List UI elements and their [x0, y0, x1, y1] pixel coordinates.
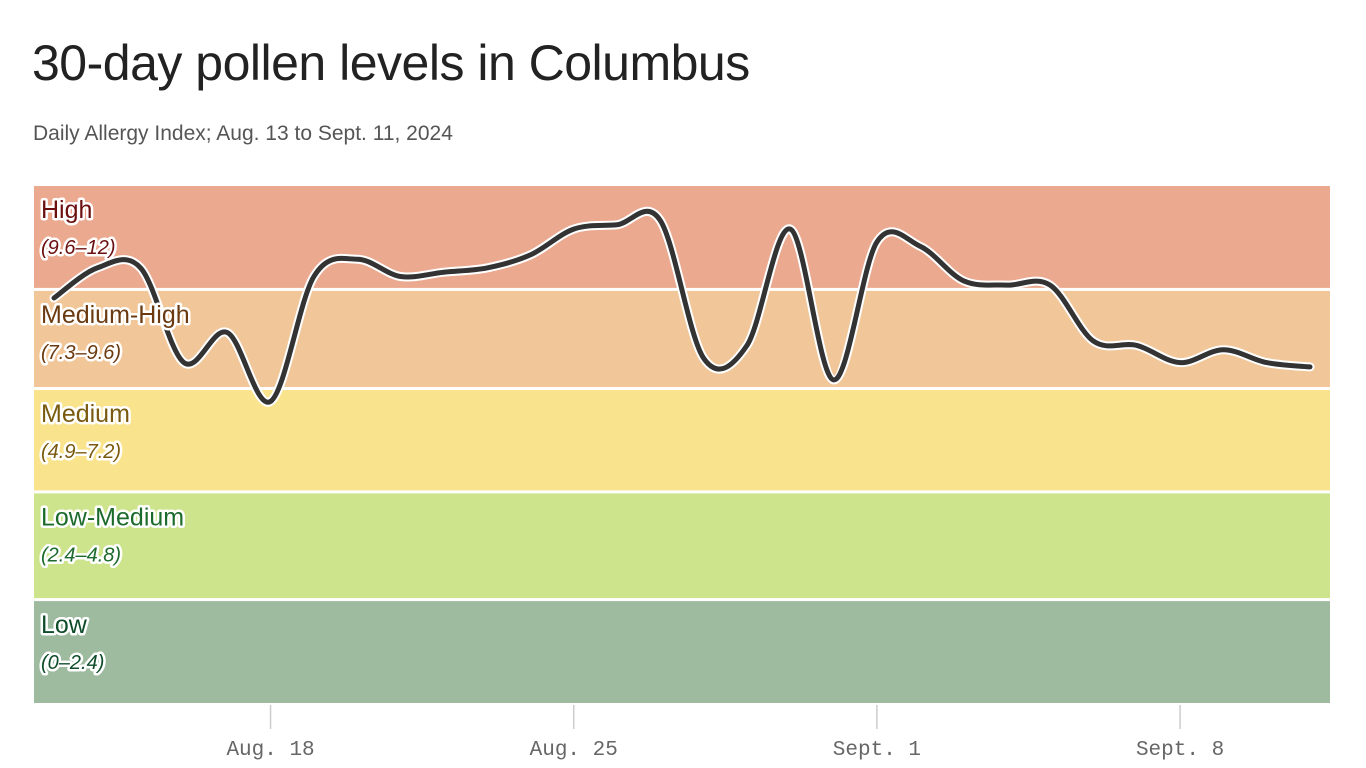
band-low	[34, 601, 1330, 703]
data-point	[1177, 360, 1183, 366]
data-point	[441, 269, 447, 275]
band-range-medium: (4.9–7.2)	[41, 441, 121, 463]
band-range-high: (9.6–12)	[41, 237, 116, 259]
pollen-series	[49, 206, 1315, 407]
data-point	[657, 217, 663, 223]
x-tick-label: Sept. 1	[833, 739, 921, 762]
data-point	[701, 355, 707, 361]
x-tick-label: Sept. 8	[1136, 739, 1224, 762]
data-point	[787, 226, 793, 232]
data-point	[961, 278, 967, 284]
series-line	[51, 208, 1313, 405]
band-range-medium-high: (7.3–9.6)	[41, 342, 121, 364]
data-point	[1090, 338, 1096, 344]
band-medium	[34, 389, 1330, 491]
data-point	[874, 239, 880, 245]
data-point	[224, 329, 230, 335]
data-point	[571, 226, 577, 232]
data-point	[484, 265, 490, 271]
data-point	[138, 265, 144, 271]
data-point	[354, 256, 360, 262]
band-label-low-medium: Low-Medium	[41, 503, 184, 531]
data-point	[1047, 282, 1053, 288]
band-label-high: High	[41, 196, 92, 224]
band-label-medium: Medium	[41, 400, 130, 428]
band-high	[34, 186, 1330, 288]
data-point	[1004, 282, 1010, 288]
data-point	[94, 265, 100, 271]
data-point	[1134, 342, 1140, 348]
data-point	[831, 377, 837, 383]
index-bands	[34, 186, 1330, 703]
data-point	[1264, 360, 1270, 366]
data-point	[397, 273, 403, 279]
x-tick-label: Aug. 25	[530, 739, 618, 762]
x-axis: Aug. 18 Aug. 25 Sept. 1 Sept. 8	[226, 705, 1224, 762]
data-point	[917, 243, 923, 249]
data-point	[1307, 364, 1313, 370]
band-range-low: (0–2.4)	[41, 652, 104, 674]
band-label-low: Low	[41, 611, 88, 639]
band-range-low-medium: (2.4–4.8)	[41, 544, 121, 566]
band-labels: High (9.6–12) Medium-High (7.3–9.6) Medium (4…	[39, 194, 193, 677]
chart-title: 30-day pollen levels in Columbus	[32, 35, 750, 91]
x-tick-label: Aug. 18	[226, 739, 314, 762]
data-point	[1220, 347, 1226, 353]
data-point	[311, 273, 317, 279]
band-low-medium	[34, 493, 1330, 599]
data-point	[268, 398, 274, 404]
data-point	[614, 222, 620, 228]
chart-subtitle: Daily Allergy Index; Aug. 13 to Sept. 11…	[33, 122, 453, 145]
data-point	[744, 342, 750, 348]
data-point	[181, 360, 187, 366]
band-label-medium-high: Medium-High	[41, 301, 190, 329]
data-point	[527, 252, 533, 258]
